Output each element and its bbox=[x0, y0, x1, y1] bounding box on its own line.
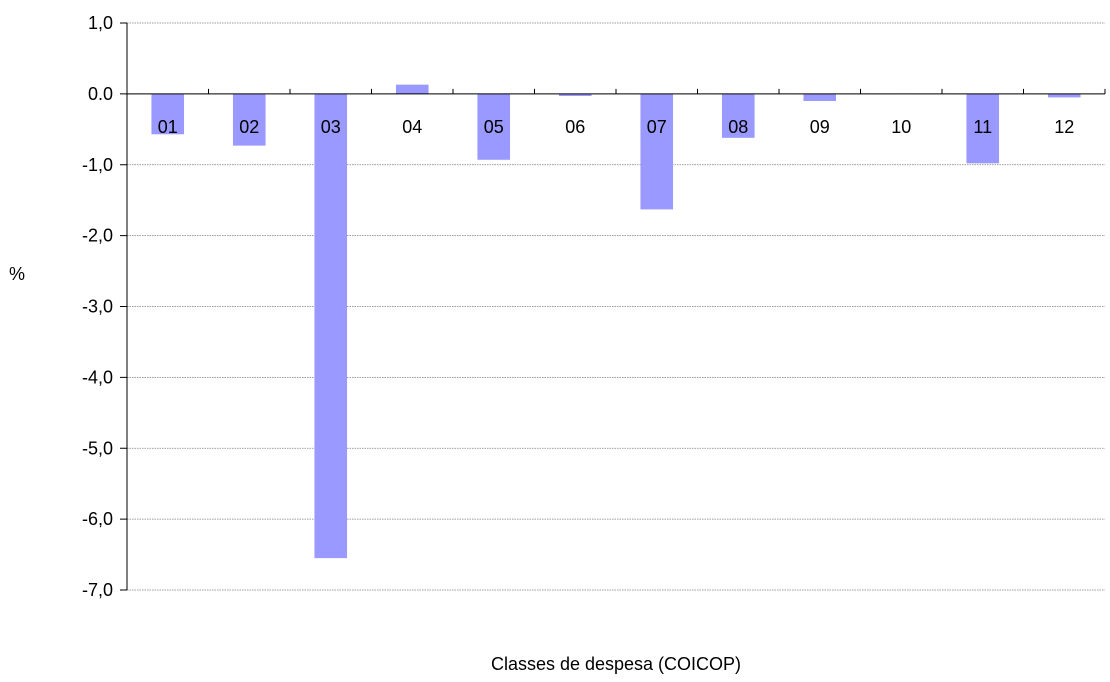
y-tick-labels: 1,0 0.0 -1,0 -2,0 -3,0 -4,0 -5,0 -6,0 -7,0 bbox=[82, 13, 113, 600]
y-tick-label: 1,0 bbox=[88, 13, 113, 33]
bar bbox=[803, 93, 837, 101]
y-tick-label: -1,0 bbox=[82, 155, 113, 175]
x-tick-label: 02 bbox=[239, 117, 259, 137]
bar bbox=[1047, 93, 1081, 98]
y-tick-label: -5,0 bbox=[82, 438, 113, 458]
x-axis-title: Classes de despesa (COICOP) bbox=[491, 654, 741, 674]
x-tick-label: 05 bbox=[484, 117, 504, 137]
y-tick-label: -7,0 bbox=[82, 580, 113, 600]
bar bbox=[640, 93, 674, 210]
bar bbox=[477, 93, 511, 160]
x-tick-label: 04 bbox=[402, 117, 422, 137]
x-tick-label: 07 bbox=[647, 117, 667, 137]
x-tick-label: 12 bbox=[1054, 117, 1074, 137]
bar bbox=[721, 93, 755, 138]
y-tick-label: -4,0 bbox=[82, 367, 113, 387]
bar bbox=[395, 84, 429, 94]
bar bbox=[151, 93, 185, 135]
bar bbox=[232, 93, 266, 146]
y-tick-label: 0.0 bbox=[88, 84, 113, 104]
x-tick-label: 09 bbox=[810, 117, 830, 137]
x-tick-label: 03 bbox=[321, 117, 341, 137]
bar bbox=[966, 93, 1000, 164]
category-labels: 01 02 03 04 05 06 07 08 09 10 11 12 bbox=[158, 117, 1075, 137]
bar bbox=[314, 93, 348, 559]
gridlines bbox=[120, 22, 1105, 591]
x-tick-label: 08 bbox=[728, 117, 748, 137]
bars bbox=[151, 84, 1081, 559]
axes bbox=[126, 23, 1106, 590]
y-tick-label: -2,0 bbox=[82, 226, 113, 246]
y-tick-label: -6,0 bbox=[82, 509, 113, 529]
x-tick-label: 01 bbox=[158, 117, 178, 137]
x-tick-label: 06 bbox=[565, 117, 585, 137]
y-axis-title: % bbox=[9, 264, 25, 284]
bar bbox=[558, 93, 592, 97]
x-tick-label: 10 bbox=[891, 117, 911, 137]
y-tick-label: -3,0 bbox=[82, 297, 113, 317]
x-tick-label: 11 bbox=[973, 117, 992, 137]
